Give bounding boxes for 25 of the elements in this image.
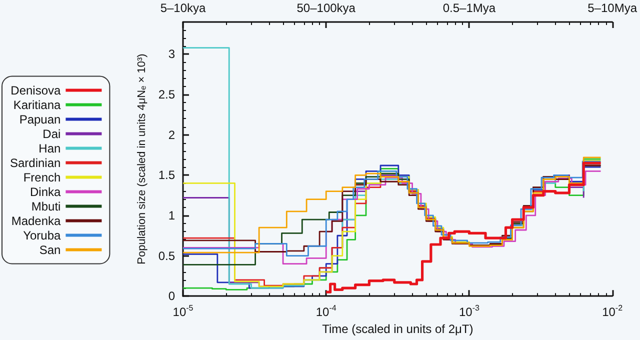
y-axis-title: Population size (scaled in units 4μNₑ × 10³)	[136, 54, 148, 264]
legend-label: Dinka	[30, 184, 62, 199]
legend-label: Dai	[42, 126, 61, 141]
legend-label: Yoruba	[23, 228, 62, 242]
legend-label: San	[39, 242, 61, 257]
text: 50–100kya	[296, 1, 356, 15]
y-tick-label: 2	[168, 128, 176, 142]
y-tick-label: 1	[168, 208, 176, 222]
text: 5–10kya	[160, 1, 206, 15]
y-tick-label: 0.5	[158, 248, 176, 263]
legend-label: Sardinian	[10, 156, 61, 170]
text: 5–10Mya	[588, 1, 638, 15]
legend-label: French	[23, 170, 61, 184]
y-tick-label: 2.5	[158, 88, 176, 102]
y-tick-label: 3	[168, 47, 176, 62]
legend-label: Denisova	[10, 83, 62, 98]
y-tick-label: 0	[168, 289, 176, 304]
text: 0.5–1Mya	[442, 1, 496, 15]
legend-label: Han	[38, 141, 61, 156]
legend-label: Madenka	[11, 214, 62, 228]
legend-label: Karitiana	[13, 98, 62, 112]
x-axis-title: Time (scaled in units of 2μT)	[322, 322, 474, 336]
legend-label: Mbuti	[31, 199, 61, 214]
y-tick-label: 1.5	[158, 168, 176, 182]
legend-label: Papuan	[19, 112, 61, 126]
